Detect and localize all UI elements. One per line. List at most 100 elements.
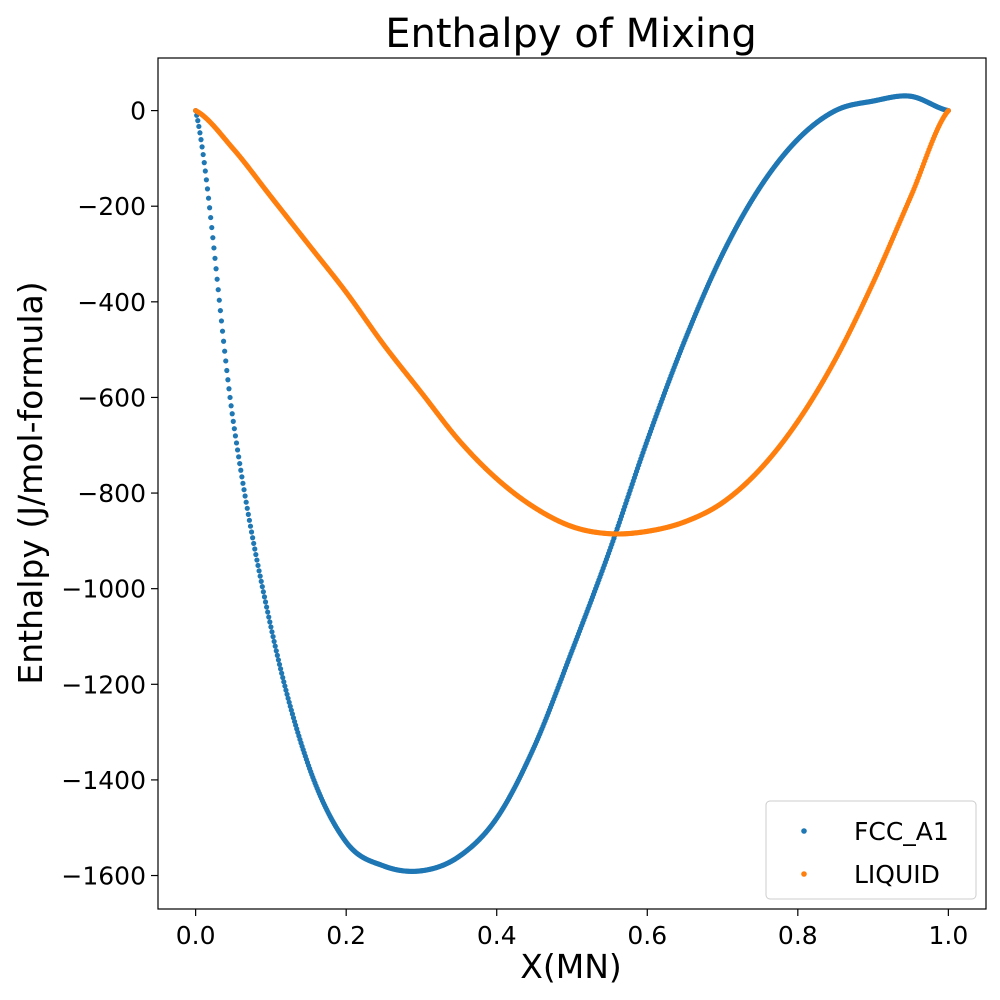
- data-point: [284, 691, 290, 697]
- data-point: [268, 624, 274, 630]
- y-tick-label: −1400: [61, 766, 146, 795]
- data-point: [245, 511, 251, 517]
- data-point: [225, 377, 231, 383]
- data-point: [255, 562, 261, 569]
- data-point: [280, 674, 286, 681]
- x-axis-label: X(MN): [520, 947, 622, 986]
- data-point: [196, 123, 202, 130]
- data-point: [266, 614, 272, 620]
- data-point: [285, 695, 291, 701]
- data-point: [269, 629, 275, 635]
- x-tick-label: 0.8: [778, 921, 818, 950]
- data-point: [274, 652, 280, 658]
- data-point: [261, 594, 268, 600]
- data-point: [273, 648, 279, 654]
- data-point: [264, 604, 270, 610]
- data-point: [215, 287, 221, 293]
- data-point: [200, 151, 206, 158]
- data-point: [267, 619, 273, 625]
- data-point: [212, 255, 218, 261]
- y-tick-label: −200: [77, 192, 146, 221]
- data-point: [233, 440, 240, 446]
- x-tick-label: 0.6: [627, 921, 667, 950]
- legend: FCC_A1 LIQUID: [765, 800, 977, 900]
- data-point: [270, 634, 276, 640]
- data-point: [277, 666, 284, 672]
- data-point: [250, 535, 256, 541]
- data-point: [271, 638, 277, 645]
- data-point: [256, 568, 262, 574]
- data-point: [210, 235, 216, 241]
- data-point: [283, 687, 289, 693]
- y-tick-label: −1600: [61, 862, 146, 891]
- data-point: [237, 460, 243, 467]
- data-point: [246, 517, 252, 523]
- data-point: [209, 224, 215, 231]
- plot-frame: [157, 57, 987, 910]
- data-point: [201, 160, 207, 166]
- data-point: [281, 679, 287, 685]
- data-point: [238, 467, 244, 473]
- y-axis: 0 −200 −400 −600 −800 −1000 −1200 −1400 −1600: [61, 97, 158, 891]
- data-point: [231, 426, 237, 432]
- data-point: [229, 411, 235, 417]
- data-point: [197, 130, 203, 136]
- y-tick-label: 0: [130, 97, 146, 126]
- plot-area: [193, 93, 951, 874]
- x-tick-label: 0.0: [176, 921, 216, 950]
- x-tick-label: 1.0: [928, 921, 968, 950]
- data-point: [275, 657, 282, 663]
- data-point: [287, 703, 293, 709]
- data-point: [232, 433, 239, 439]
- series-fcc-a1: [193, 93, 951, 874]
- chart-title: Enthalpy of Mixing: [385, 11, 756, 57]
- data-point: [198, 137, 204, 143]
- data-point: [227, 394, 233, 401]
- y-tick-label: −600: [77, 383, 146, 412]
- data-point: [242, 493, 248, 499]
- data-point: [262, 599, 269, 605]
- data-point: [244, 505, 250, 511]
- data-point: [205, 195, 212, 201]
- x-tick-label: 0.2: [326, 921, 366, 950]
- y-tick-label: −1200: [61, 670, 146, 699]
- data-point: [219, 328, 226, 334]
- data-point: [216, 297, 222, 303]
- data-point: [217, 307, 223, 314]
- data-point: [220, 338, 227, 344]
- data-point: [252, 546, 258, 552]
- data-point: [251, 540, 257, 547]
- data-point: [257, 573, 263, 579]
- data-point: [286, 699, 292, 705]
- y-tick-label: −1000: [61, 575, 146, 604]
- data-point: [276, 661, 283, 668]
- data-point: [239, 474, 245, 480]
- data-point: [240, 480, 246, 486]
- data-point: [218, 318, 225, 324]
- data-point: [228, 403, 234, 409]
- data-point: [202, 168, 208, 174]
- data-point: [226, 386, 232, 392]
- data-point: [214, 276, 220, 282]
- data-point: [243, 499, 249, 505]
- legend-marker: [801, 828, 807, 834]
- data-point: [258, 578, 264, 585]
- data-point: [223, 358, 229, 364]
- data-point: [253, 551, 259, 558]
- data-point: [945, 107, 951, 114]
- data-point: [207, 205, 213, 211]
- data-point: [213, 266, 219, 272]
- data-point: [199, 144, 205, 150]
- x-axis: 0.0 0.2 0.4 0.6 0.8 1.0: [176, 909, 968, 950]
- data-point: [282, 683, 288, 689]
- series-liquid: [193, 107, 951, 537]
- data-point: [208, 214, 214, 221]
- x-tick-label: 0.4: [477, 921, 517, 950]
- data-point: [222, 348, 228, 354]
- data-point: [211, 245, 217, 251]
- data-point: [203, 177, 209, 183]
- data-point: [272, 643, 278, 649]
- data-point: [279, 670, 285, 676]
- data-point: [248, 529, 255, 535]
